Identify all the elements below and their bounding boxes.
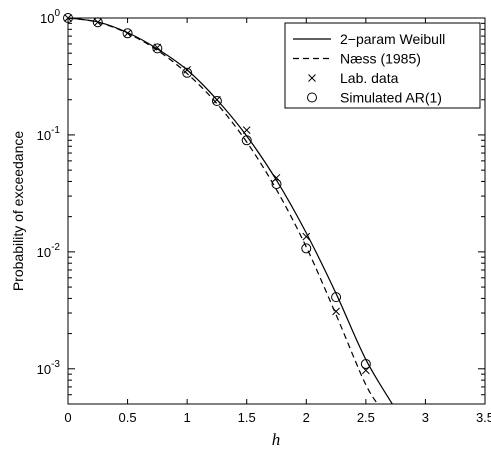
simulated-ar1-point [360, 358, 371, 369]
plot-area-frame [67, 17, 486, 405]
lab-data-point [332, 307, 340, 316]
simulated-ar1-point [241, 135, 252, 146]
simulated-ar1-point [122, 28, 133, 39]
lab-data-point [93, 18, 102, 27]
simulated-ar1-point [271, 179, 282, 190]
legend-swatch-3 [307, 92, 317, 103]
legend: 2−param Weibull Næss (1985) Lab. data Simul… [284, 22, 481, 109]
y-tick-exponent: -2 [51, 242, 60, 253]
y-axis-label: Probability of exceedance [10, 131, 26, 292]
simulated-ar1-point [152, 43, 163, 54]
simulated-ar1-point [331, 292, 342, 303]
x-axis-label: h [272, 430, 281, 449]
x-tick-label: 0.5 [119, 410, 137, 425]
lab-data-point [153, 43, 162, 52]
legend-label-1: Næss (1985) [340, 51, 421, 67]
y-tick-exponent: 0 [54, 8, 60, 19]
y-tick-label: 10-2 [37, 242, 61, 260]
y-tick-exponent: -3 [51, 359, 60, 370]
legend-label-0: 2−param Weibull [340, 31, 445, 47]
y-tick-exponent: -1 [51, 125, 60, 136]
x-tick-label: 3 [422, 410, 429, 425]
y-tick-base: 10 [37, 245, 51, 260]
y-tick-base: 10 [37, 128, 51, 143]
x-tick-label: 1.5 [238, 410, 256, 425]
y-tick-label: 10-3 [37, 359, 61, 377]
y-tick-base: 10 [40, 11, 54, 26]
legend-swatch-2 [308, 74, 316, 82]
simulated-ar1-point [301, 243, 312, 254]
x-tick-label: 1 [184, 410, 191, 425]
y-tick-base: 10 [37, 362, 51, 377]
simulated-ar1-point [211, 96, 222, 107]
y-tick-label: 100 [40, 8, 60, 26]
x-tick-label: 2.5 [357, 410, 375, 425]
lab-data-point [302, 232, 311, 241]
lab-data-point [123, 29, 132, 38]
x-tick-label: 2 [303, 410, 310, 425]
lab-data-point [183, 66, 191, 74]
simulated-ar1-point [182, 67, 193, 78]
x-tick-label: 0 [64, 410, 71, 425]
legend-box [284, 22, 481, 109]
x-tick-label: 3.5 [476, 410, 491, 425]
y-tick-label: 10-1 [37, 125, 61, 143]
lab-data-point [242, 126, 251, 134]
legend-label-3: Simulated AR(1) [340, 90, 442, 106]
legend-label-2: Lab. data [340, 70, 399, 86]
